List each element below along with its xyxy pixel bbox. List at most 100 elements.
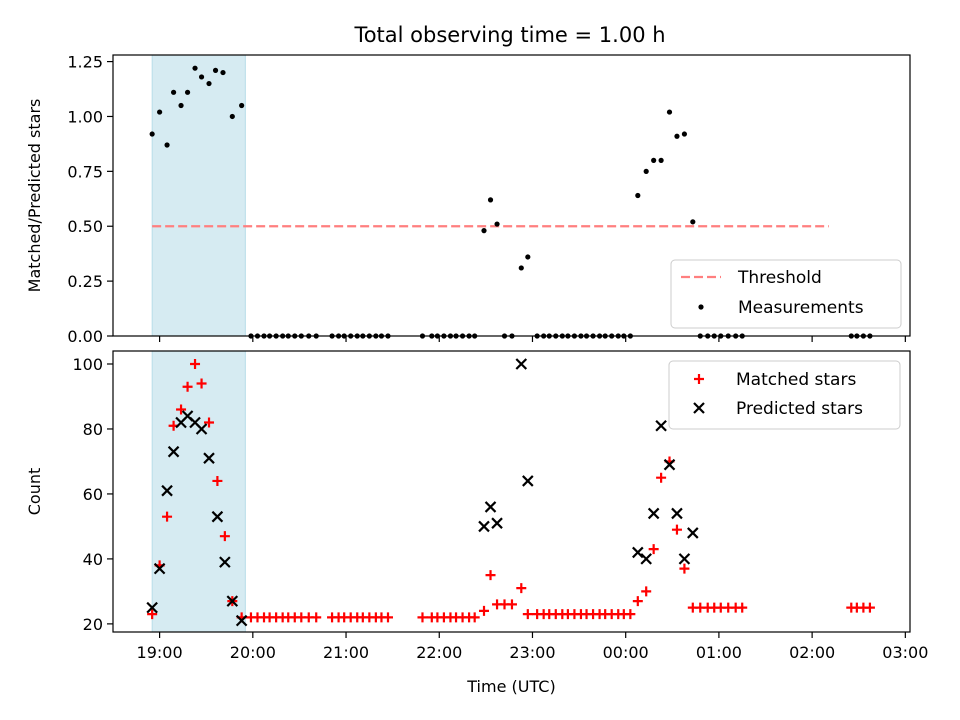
y-axis-label: Count bbox=[25, 468, 44, 516]
measurement-point bbox=[184, 89, 191, 95]
measurement-point bbox=[481, 228, 487, 234]
x-tick-label: 23:00 bbox=[509, 643, 555, 662]
x-tick-label: 22:00 bbox=[416, 643, 462, 662]
measurement-point bbox=[178, 102, 184, 109]
measurement-point bbox=[651, 157, 657, 163]
measurement-point bbox=[666, 109, 673, 115]
y-tick-label: 1.00 bbox=[67, 107, 103, 126]
y-tick-label: 0.25 bbox=[67, 272, 103, 291]
plot-frame bbox=[112, 54, 911, 337]
legend-measurements-label: Measurements bbox=[738, 298, 864, 318]
predicted-stars-point bbox=[655, 419, 667, 432]
legend-box bbox=[670, 259, 902, 329]
predicted-stars-point bbox=[515, 358, 528, 370]
matched-stars-point bbox=[196, 378, 207, 389]
measurement-point bbox=[239, 102, 245, 109]
plot-frame bbox=[112, 350, 911, 633]
figure-title: Total observing time = 1.00 h bbox=[353, 23, 665, 47]
predicted-stars-point bbox=[484, 501, 497, 513]
legend: Threshold Measurements bbox=[670, 259, 902, 329]
measurement-point bbox=[635, 192, 641, 199]
y-tick-label: 60 bbox=[83, 485, 103, 504]
matched-stars-point bbox=[671, 524, 682, 535]
legend-matched-label: Matched stars bbox=[736, 370, 856, 390]
predicted-stars-point bbox=[478, 520, 490, 533]
measurement-point bbox=[229, 113, 235, 120]
legend-predicted-swatch bbox=[693, 402, 705, 414]
matched-stars-point bbox=[864, 602, 875, 613]
predicted-stars-point bbox=[146, 601, 158, 614]
measurement-point bbox=[206, 80, 212, 87]
legend-threshold-label: Threshold bbox=[737, 268, 822, 288]
predicted-stars-point bbox=[671, 507, 683, 520]
predicted-stars-point bbox=[203, 452, 215, 464]
matched-stars-point bbox=[162, 511, 173, 522]
x-tick-label: 03:00 bbox=[882, 643, 928, 662]
legend-matched-swatch bbox=[694, 374, 704, 384]
matched-stars-point bbox=[147, 609, 158, 620]
legend-box bbox=[668, 360, 901, 430]
predicted-stars-point bbox=[522, 475, 534, 487]
measurement-point bbox=[212, 67, 219, 73]
matched-stars-point bbox=[632, 596, 643, 607]
matched-stars-point bbox=[382, 612, 393, 623]
predicted-stars-point bbox=[687, 527, 699, 539]
shaded-interval bbox=[151, 54, 246, 337]
predicted-stars-point bbox=[161, 484, 173, 497]
matched-stars-point bbox=[516, 583, 527, 594]
measurement-point bbox=[149, 131, 155, 137]
predicted-stars-point bbox=[491, 517, 503, 529]
measurement-point bbox=[192, 65, 198, 71]
x-tick-label: 00:00 bbox=[603, 643, 649, 662]
measurement-point bbox=[164, 142, 170, 148]
measurement-point bbox=[681, 131, 688, 137]
y-axis-label: Matched/Predicted stars bbox=[25, 99, 44, 293]
predicted-stars-point bbox=[663, 458, 676, 471]
y-tick-label: 0.00 bbox=[67, 327, 103, 346]
y-tick-label: 1.25 bbox=[67, 53, 103, 72]
x-tick-label: 02:00 bbox=[789, 643, 835, 662]
predicted-stars-point bbox=[153, 562, 166, 575]
matched-stars-point bbox=[212, 475, 223, 486]
top-panel-matched-ratio: 0.00 0.25 0.50 0.75 1.00 1.25 Matched/Predicte… bbox=[25, 53, 911, 346]
y-tick-label: 20 bbox=[83, 615, 103, 634]
matched-stars-point bbox=[737, 602, 748, 613]
predicted-stars-point bbox=[211, 510, 224, 523]
bottom-panel-counts: 20 40 60 80 100 19:00 20:00 21:00 22:00 23:00 00:0… bbox=[25, 350, 928, 696]
matched-stars-point bbox=[656, 472, 667, 483]
matched-stars-point bbox=[479, 605, 490, 616]
matched-stars-point bbox=[648, 544, 659, 555]
measurement-point bbox=[220, 69, 226, 76]
x-tick-label: 21:00 bbox=[323, 643, 369, 662]
matched-stars-point bbox=[485, 570, 496, 581]
y-tick-label: 80 bbox=[83, 420, 103, 439]
measurement-point bbox=[525, 254, 531, 260]
predicted-stars-point bbox=[235, 614, 248, 627]
x-tick-label: 20:00 bbox=[230, 643, 276, 662]
predicted-stars-point bbox=[226, 595, 239, 607]
y-tick-label: 40 bbox=[83, 550, 103, 569]
measurement-point bbox=[494, 221, 500, 227]
y-tick-label: 0.75 bbox=[67, 162, 103, 181]
matched-stars-point bbox=[679, 563, 690, 574]
measurement-point bbox=[658, 157, 664, 163]
matched-stars-point bbox=[469, 612, 480, 623]
predicted-stars-point bbox=[195, 423, 208, 435]
matched-stars-point bbox=[176, 404, 187, 415]
matched-stars-point bbox=[641, 586, 652, 597]
measurement-point bbox=[487, 197, 494, 203]
legend: Matched stars Predicted stars bbox=[668, 360, 901, 430]
predicted-stars-point bbox=[219, 556, 231, 568]
measurement-point bbox=[674, 133, 680, 139]
matched-stars-point bbox=[219, 531, 230, 542]
predicted-stars-point bbox=[678, 553, 691, 565]
matched-stars-point bbox=[625, 609, 636, 620]
y-tick-label: 100 bbox=[72, 355, 103, 374]
matched-stars-point bbox=[311, 612, 322, 623]
legend-predicted-label: Predicted stars bbox=[736, 399, 863, 419]
x-tick-label: 01:00 bbox=[696, 643, 742, 662]
measurement-point bbox=[170, 89, 177, 95]
y-tick-label: 0.50 bbox=[67, 217, 103, 236]
predicted-stars-point bbox=[640, 553, 652, 565]
measurement-point bbox=[198, 74, 205, 80]
